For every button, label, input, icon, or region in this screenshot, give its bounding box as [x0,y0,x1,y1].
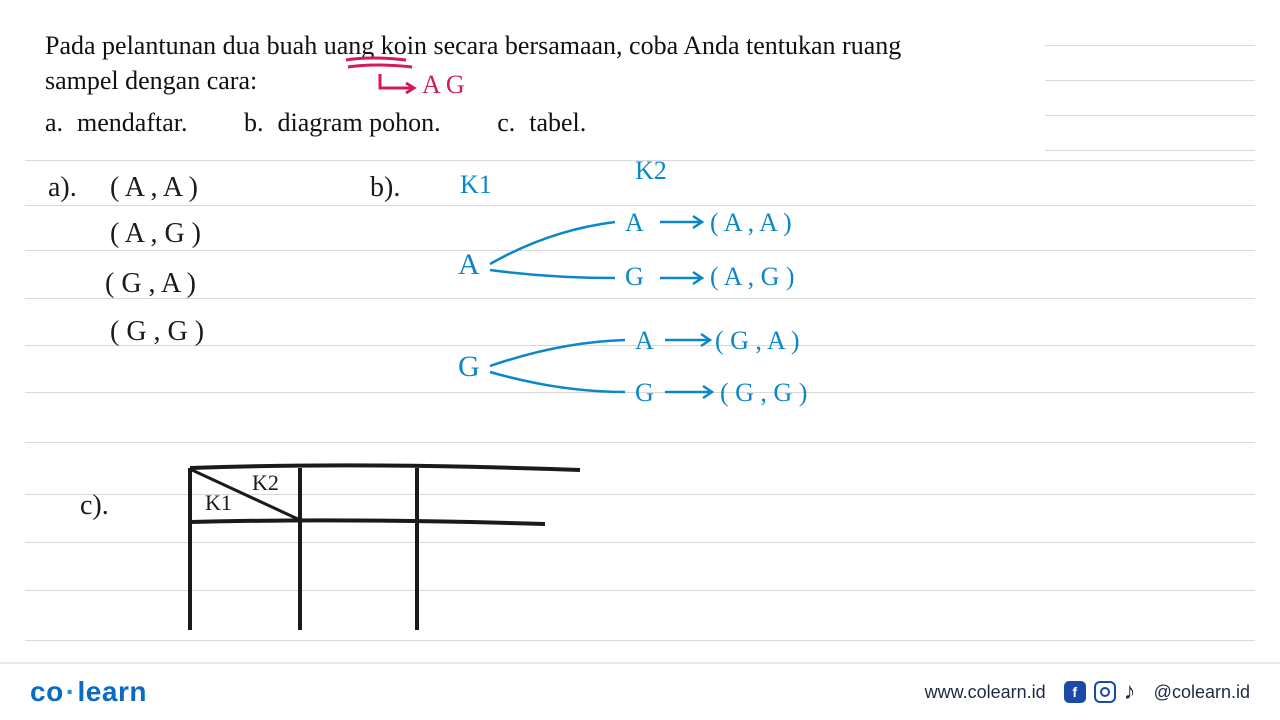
footer: co·learn www.colearn.id f ♪ @colearn.id [0,662,1280,720]
tree-leaf-4: G [635,378,654,408]
option-b: b.diagram pohon. [244,108,441,138]
list-item-aa: ( A , A ) [110,172,198,204]
brand-logo: co·learn [30,676,147,708]
question-line2: sampel dengan cara: [45,63,1005,98]
k2-label: K2 [635,156,667,186]
tree-leaf-1: A [625,208,644,238]
instagram-icon [1094,681,1116,703]
footer-url: www.colearn.id [925,682,1046,703]
table-k1: K1 [205,490,232,516]
social-icons: f ♪ [1064,678,1136,706]
options-row: a.mendaftar. b.diagram pohon. c.tabel. [45,108,636,138]
answer-b-label: b). [370,172,400,204]
tree-out-3: ( G , A ) [715,326,800,356]
option-c: c.tabel. [497,108,586,138]
table-k2: K2 [252,470,279,496]
tree-root-a: A [458,248,480,282]
red-note-ag: A G [422,70,465,100]
answer-c-label: c). [80,490,109,522]
tree-root-g: G [458,350,480,384]
tiktok-icon: ♪ [1124,678,1136,706]
tree-out-2: ( A , G ) [710,262,795,292]
list-item-gg: ( G , G ) [110,316,204,348]
list-item-ga: ( G , A ) [105,268,196,300]
tree-out-4: ( G , G ) [720,378,807,408]
footer-handle: @colearn.id [1154,682,1250,703]
list-item-ag: ( A , G ) [110,218,201,250]
question-line1: Pada pelantunan dua buah uang koin secar… [45,28,1005,63]
facebook-icon: f [1064,681,1086,703]
tree-leaf-2: G [625,262,644,292]
tree-out-1: ( A , A ) [710,208,792,238]
k1-label: K1 [460,170,492,200]
option-a: a.mendaftar. [45,108,188,138]
question-text: Pada pelantunan dua buah uang koin secar… [45,28,1005,98]
footer-right: www.colearn.id f ♪ @colearn.id [925,678,1250,706]
answer-a-label: a). [48,172,77,204]
tree-leaf-3: A [635,326,654,356]
logo-dot: · [66,676,76,707]
